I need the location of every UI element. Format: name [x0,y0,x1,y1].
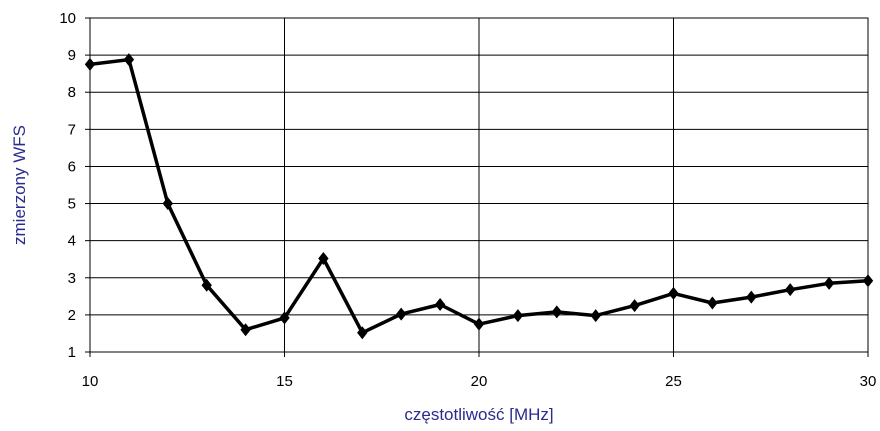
data-point-marker [162,197,173,211]
y-tick-label: 2 [68,307,76,324]
data-point-marker [785,283,796,297]
data-point-marker [862,274,874,288]
y-tick-label: 9 [68,47,76,64]
data-point-marker [434,297,446,311]
data-point-marker [512,309,524,323]
x-tick-label: 15 [276,373,293,390]
data-point-marker [473,317,485,331]
data-point-marker [123,53,135,67]
data-point-marker [240,323,251,337]
y-tick-label: 7 [68,121,76,138]
y-tick-label: 4 [68,233,76,250]
x-tick-label: 30 [860,373,877,390]
data-point-marker [551,305,562,319]
data-point-marker [823,276,835,290]
data-point-marker [357,326,368,340]
data-point-marker [707,296,718,310]
data-point-marker [318,251,329,265]
y-tick-label: 5 [68,196,76,213]
y-tick-label: 6 [68,158,76,175]
x-tick-label: 25 [665,373,682,390]
data-markers [84,53,874,340]
x-tick-label: 20 [471,373,488,390]
y-tick-label: 10 [59,10,76,27]
y-axis-ticks: 1 2 3 4 5 6 7 8 9 10 [59,10,90,361]
x-tick-label: 10 [82,373,99,390]
data-point-marker [279,311,290,325]
y-tick-label: 8 [68,84,76,101]
y-axis-title: zmierzony WFS [10,125,29,245]
data-point-marker [746,290,757,304]
y-tick-label: 1 [68,344,76,361]
x-axis-title: częstotliwość [MHz] [404,405,553,424]
data-point-marker [668,286,679,300]
data-point-marker [201,278,212,292]
data-point-marker [84,57,96,71]
y-tick-label: 3 [68,270,76,287]
x-axis-ticks: 10 15 20 25 30 [82,352,877,390]
data-point-marker [629,299,640,313]
data-point-marker [396,307,407,321]
data-point-marker [590,309,601,323]
